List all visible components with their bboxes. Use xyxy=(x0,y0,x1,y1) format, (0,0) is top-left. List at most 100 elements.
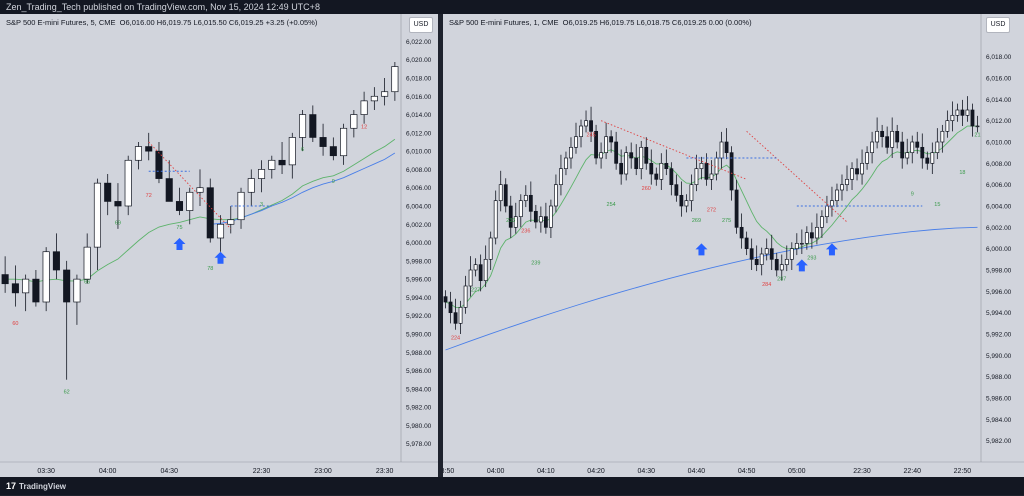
candle-body xyxy=(699,162,704,170)
candle xyxy=(559,154,563,196)
candle-body xyxy=(468,269,473,287)
candle xyxy=(639,140,644,180)
y-tick-label: 6,016.00 xyxy=(986,76,1012,83)
bar-count-label: 72 xyxy=(146,193,152,199)
chart-panel-1min[interactable]: 6,018.00 6,016.00 6,014.00 6,012.00 6,010.00… xyxy=(443,14,1024,477)
candle-body xyxy=(145,146,153,152)
candle xyxy=(970,103,975,137)
chart-ohlc-1min: O6,019.25 H6,019.75 L6,018.75 C6,019.25 … xyxy=(562,18,752,27)
tradingview-logo[interactable]: 17 TradingView xyxy=(6,477,66,496)
candle xyxy=(443,290,448,309)
candle xyxy=(93,178,101,270)
y-tick-label: 6,008.00 xyxy=(986,161,1012,168)
candle-body xyxy=(940,130,945,143)
candle-body xyxy=(443,296,448,303)
candle-body xyxy=(340,127,348,157)
candle xyxy=(288,132,296,179)
candle xyxy=(564,151,568,176)
y-tick-label: 5,998.00 xyxy=(986,268,1012,275)
candle-body xyxy=(104,182,112,202)
x-tick-label: 04:10 xyxy=(537,468,555,475)
candle-body xyxy=(604,136,609,154)
candle-body xyxy=(564,157,568,170)
candle-body xyxy=(559,168,563,186)
candle-body xyxy=(809,232,814,239)
candle-body xyxy=(714,157,719,175)
candle xyxy=(734,179,739,234)
candle xyxy=(659,153,664,190)
candle-body xyxy=(114,201,122,207)
candle-body xyxy=(935,141,940,154)
chart-canvas-1min[interactable]: 6,018.00 6,016.00 6,014.00 6,012.00 6,010.00… xyxy=(443,14,1024,477)
candle-body xyxy=(579,125,583,138)
y-tick-label: 6,004.00 xyxy=(406,204,432,211)
candle xyxy=(784,245,789,272)
y-tick-label: 6,006.00 xyxy=(986,182,1012,189)
candle-body xyxy=(895,130,900,143)
candle-body xyxy=(830,200,834,207)
candle xyxy=(749,238,754,270)
candle xyxy=(227,206,235,234)
y-tick-label: 6,012.00 xyxy=(986,118,1012,125)
candle xyxy=(104,174,112,216)
candle-body xyxy=(73,278,81,303)
candle-body xyxy=(155,150,163,179)
published-text: Zen_Trading_Tech published on TradingVie… xyxy=(6,2,320,12)
bar-count-label: 254 xyxy=(607,202,616,208)
bar-count-label: 233 xyxy=(506,218,515,224)
candle-body xyxy=(649,162,654,175)
candle-body xyxy=(774,258,779,271)
candle xyxy=(574,122,578,154)
candle-body xyxy=(247,178,255,193)
candle-body xyxy=(624,152,629,175)
y-tick-label: 5,988.00 xyxy=(986,374,1012,381)
candle xyxy=(145,132,153,161)
candle-body xyxy=(639,146,644,170)
candle xyxy=(360,91,368,124)
candle xyxy=(216,215,225,252)
candle-body xyxy=(589,120,593,132)
candle-body xyxy=(309,114,317,138)
candle xyxy=(1,256,9,293)
chart-ohlc-5min: O6,016.00 H6,019.75 L6,015.50 C6,019.25 … xyxy=(119,18,318,27)
chart-canvas-5min[interactable]: 6,022.00 6,020.00 6,018.00 6,016.00 6,014.00… xyxy=(0,14,438,477)
candle xyxy=(910,135,915,164)
candle xyxy=(453,298,458,330)
y-tick-label: 6,020.00 xyxy=(406,57,432,64)
candle-body xyxy=(910,141,915,154)
y-tick-label: 6,010.00 xyxy=(406,149,432,156)
y-tick-label: 6,006.00 xyxy=(406,185,432,192)
y-tick-label: 5,990.00 xyxy=(406,332,432,339)
candle-body xyxy=(186,191,194,211)
chart-panel-5min[interactable]: 6,022.00 6,020.00 6,018.00 6,016.00 6,014.00… xyxy=(0,14,438,477)
candle xyxy=(543,202,548,234)
x-tick-label: 04:00 xyxy=(99,468,117,475)
x-tick-label: 04:30 xyxy=(160,468,178,475)
candle xyxy=(468,256,473,297)
candle xyxy=(309,105,317,142)
candle-body xyxy=(448,301,453,314)
candle-body xyxy=(619,162,624,175)
candle xyxy=(799,229,804,254)
candle xyxy=(644,137,649,170)
candle xyxy=(370,87,378,110)
currency-badge-5min[interactable]: USD xyxy=(409,17,433,33)
candle xyxy=(186,187,194,225)
candle xyxy=(508,195,513,238)
y-tick-label: 5,992.00 xyxy=(986,332,1012,339)
candle-body xyxy=(329,146,337,157)
bar-count-label: 6 xyxy=(301,147,304,153)
currency-badge-1min[interactable]: USD xyxy=(986,17,1010,33)
bar-count-label: 287 xyxy=(777,277,786,283)
candle xyxy=(124,155,132,216)
candle xyxy=(599,142,603,169)
candle-body xyxy=(513,216,518,228)
candle-body xyxy=(483,258,488,282)
candle-body xyxy=(754,258,759,266)
candle-body xyxy=(42,251,50,303)
candle-body xyxy=(584,120,588,127)
y-tick-label: 6,002.00 xyxy=(986,225,1012,232)
candle-body xyxy=(915,141,920,148)
candle-body xyxy=(654,173,659,180)
candle-body xyxy=(503,184,508,207)
